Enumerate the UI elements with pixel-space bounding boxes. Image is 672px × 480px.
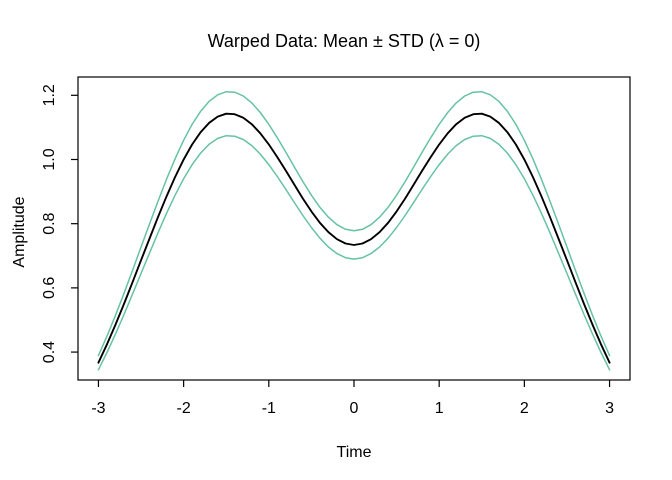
x-axis-label: Time (337, 444, 372, 461)
x-tick-label: -3 (91, 400, 105, 417)
mean-plus-std-curve (97, 90, 611, 357)
x-tick-label: -1 (262, 400, 276, 417)
chart-title: Warped Data: Mean ± STD (λ = 0) (208, 31, 481, 51)
mean-minus-std-curve (97, 134, 611, 371)
y-tick-label: 0.6 (41, 277, 58, 299)
x-tick-label: 3 (605, 400, 614, 417)
x-tick-label: -2 (177, 400, 191, 417)
x-tick-label: 1 (435, 400, 444, 417)
x-tick-label: 2 (520, 400, 529, 417)
y-tick-label: 0.8 (41, 212, 58, 234)
axes: -3 -2 -1 0 1 2 3 0.4 0.6 0.8 1.0 1.2 (41, 76, 631, 417)
y-tick-label: 1.2 (41, 84, 58, 106)
y-tick-label: 0.4 (41, 341, 58, 363)
mean-curve (97, 112, 611, 364)
y-axis-label: Amplitude (11, 196, 28, 267)
curves (97, 90, 611, 371)
plot-frame (77, 76, 631, 381)
y-tick-label: 1.0 (41, 148, 58, 170)
x-tick-label: 0 (350, 400, 359, 417)
